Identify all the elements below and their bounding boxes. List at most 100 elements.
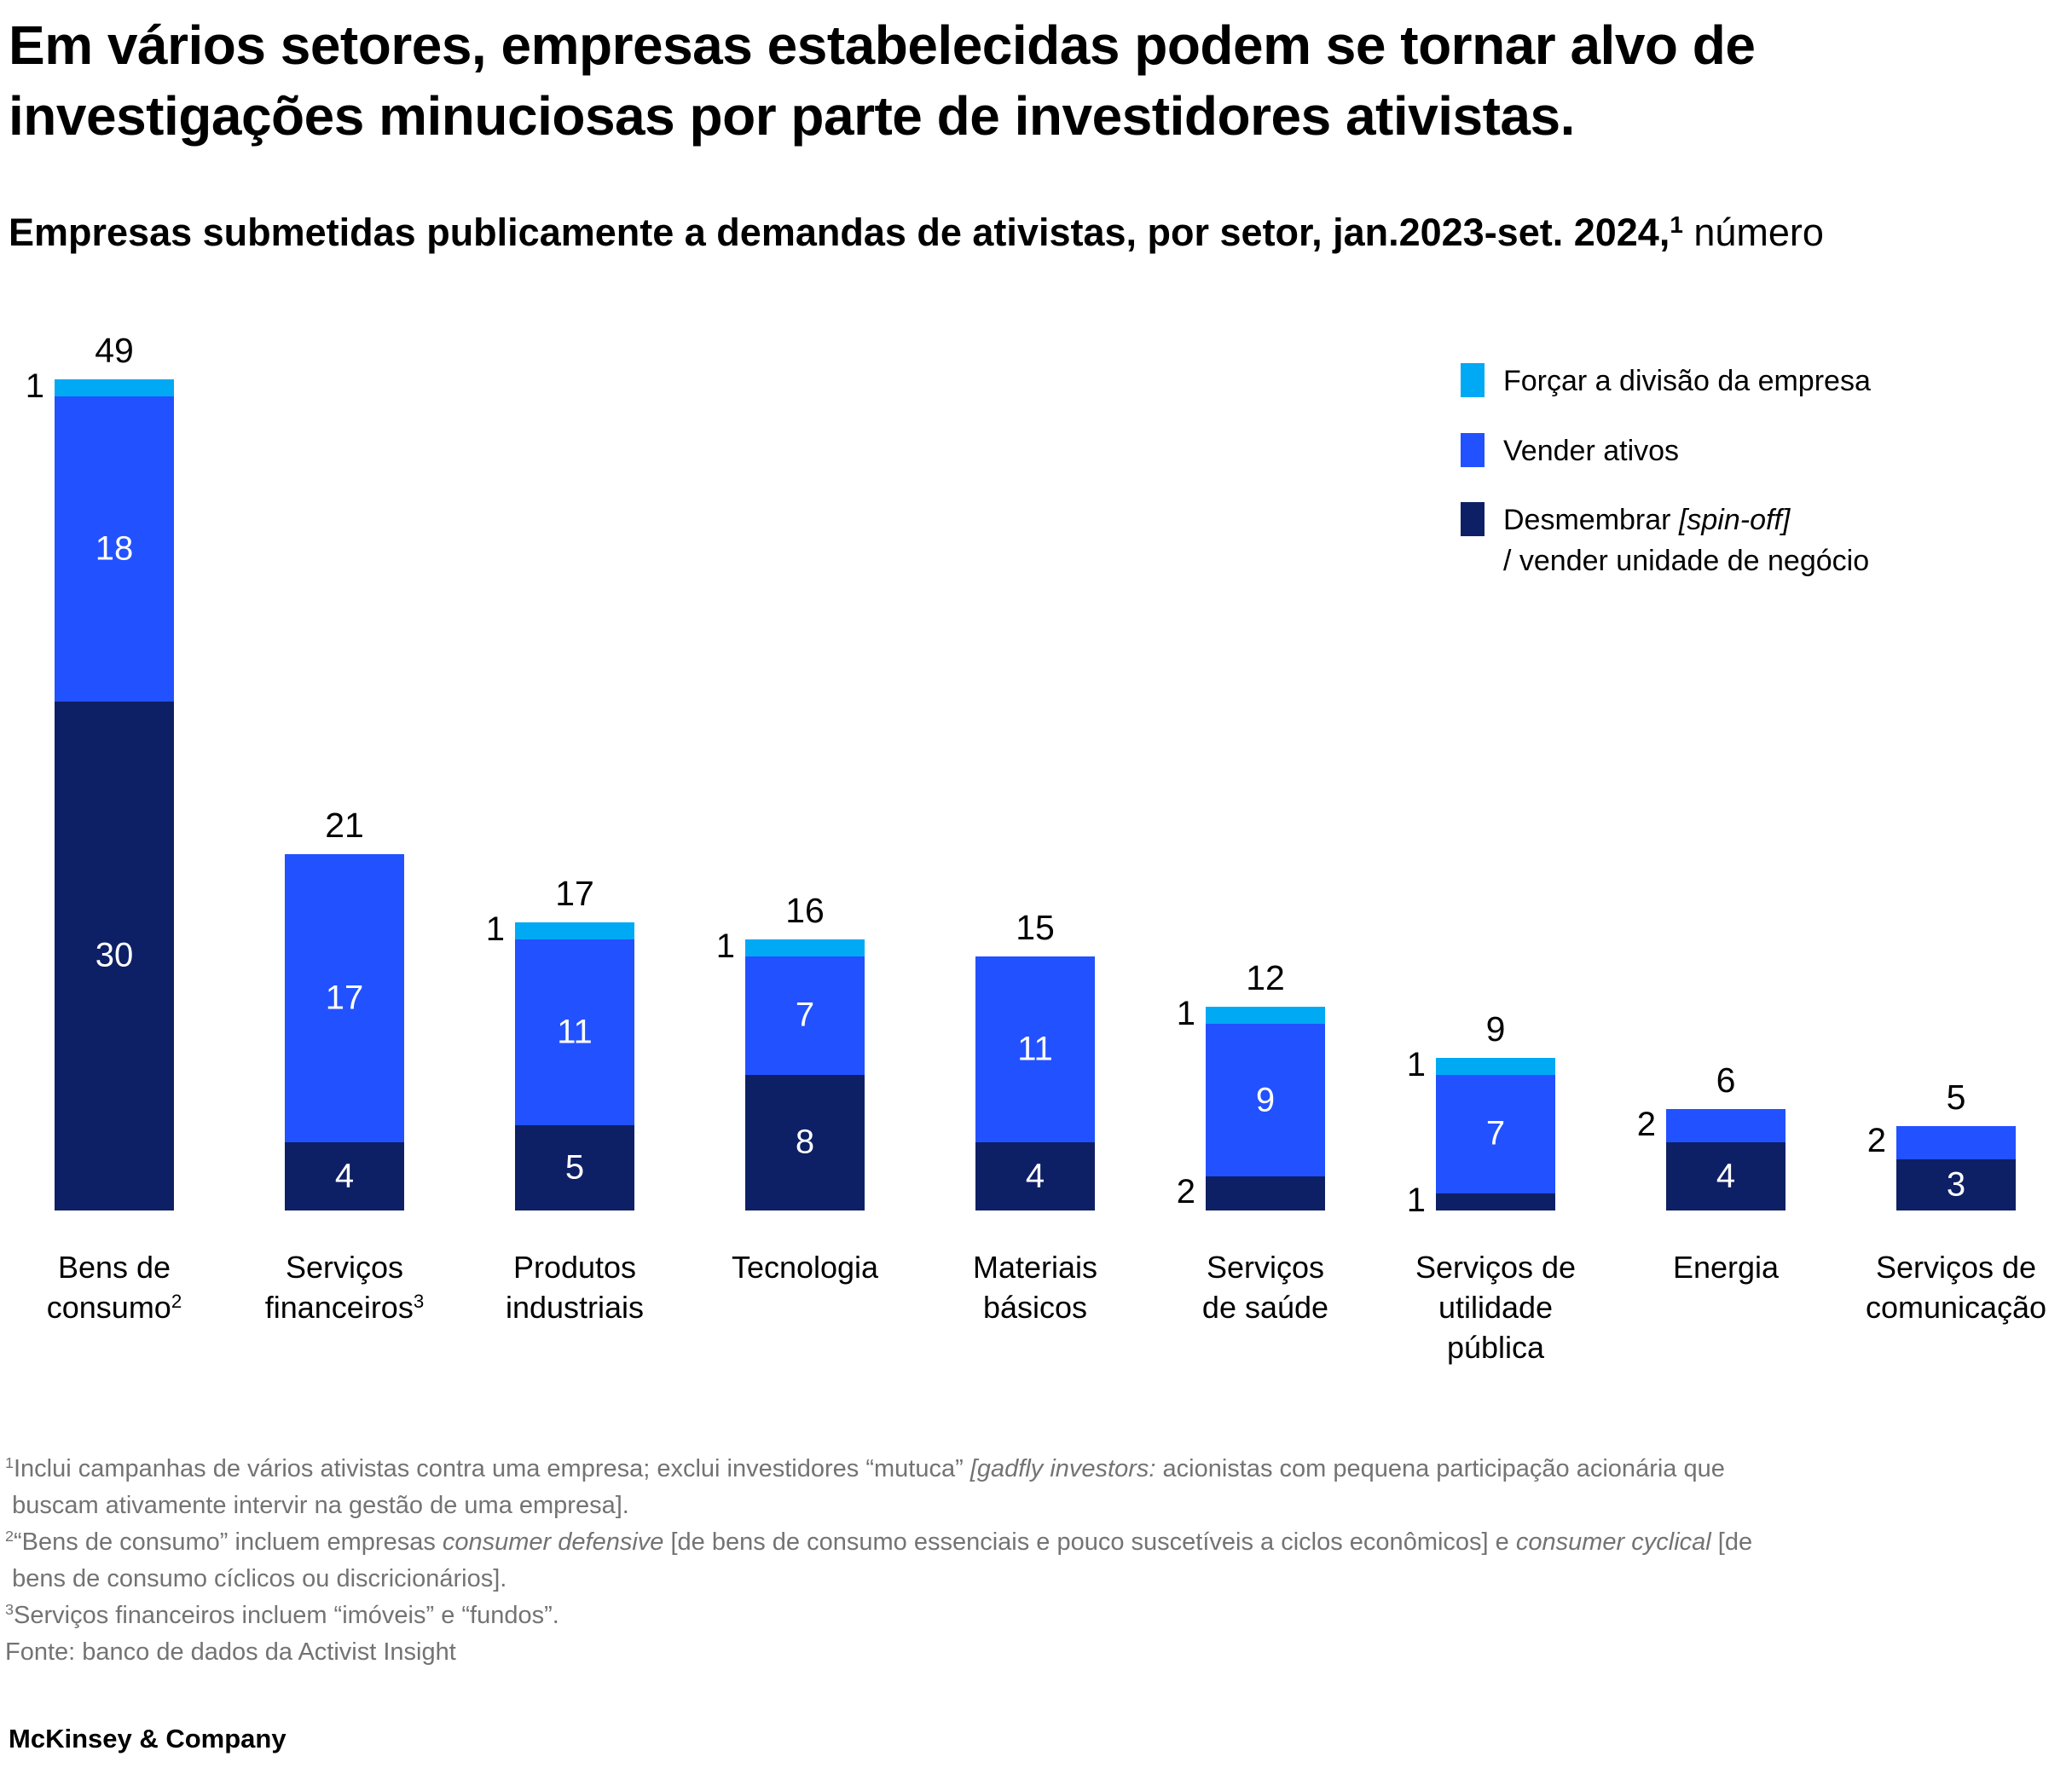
- page-title: Em vários setores, empresas estabelecida…: [9, 10, 1970, 152]
- segment-value-label-outside: 1: [485, 910, 505, 948]
- category-label-bens-de-consumo: Bens de consumo2: [0, 1248, 234, 1328]
- text-run: Fonte: banco de dados da Activist Insigh…: [5, 1638, 456, 1666]
- bar-energia: 4: [1666, 1108, 1786, 1210]
- footnote-line: 3Serviços financeiros incluem “imóveis” …: [5, 1598, 2069, 1634]
- category-label-energia: Energia: [1606, 1248, 1845, 1288]
- segment-value-label: 8: [795, 1123, 815, 1161]
- segment-value-label: 4: [1716, 1157, 1736, 1195]
- bar-servicos-de-saude: 9: [1206, 1007, 1325, 1210]
- legend-item-spinoff: Desmembrar [spin-off] / vender unidade de…: [1461, 500, 1871, 581]
- segment-value-label: 3: [1946, 1165, 1966, 1204]
- text-run: número: [1682, 211, 1824, 254]
- footnote-marker: 2: [171, 1290, 182, 1312]
- brand-logo: McKinsey & Company: [9, 1724, 286, 1754]
- bar-total-label: 9: [1485, 1008, 1506, 1049]
- legend-swatch-sell: [1461, 432, 1485, 467]
- legend-label-line: Desmembrar [spin-off]: [1503, 500, 1869, 541]
- category-label-line: Serviços: [1206, 1250, 1325, 1285]
- footnote-line: bens de consumo cíclicos ou discricionár…: [5, 1561, 2069, 1598]
- bar-segment-sell: 7: [745, 956, 865, 1075]
- bar-segment-split: [55, 378, 174, 396]
- legend-swatch-spinoff: [1461, 502, 1485, 537]
- bar-segment-sell: 7: [1436, 1074, 1555, 1194]
- text-run: 3: [5, 1600, 14, 1618]
- category-label-tecnologia: Tecnologia: [686, 1248, 924, 1288]
- segment-value-label: 30: [95, 936, 134, 974]
- text-run: Vender ativos: [1503, 434, 1680, 467]
- category-label-line: financeiros3: [264, 1289, 425, 1325]
- text-run: consumer cyclical: [1515, 1528, 1711, 1556]
- segment-value-label-outside: 1: [1406, 1045, 1426, 1083]
- bar-segment-sell: [1896, 1125, 2016, 1160]
- bar-servicos-de-comunicacao: 3: [1896, 1125, 2016, 1211]
- category-label-line: básicos: [982, 1289, 1088, 1325]
- bar-segment-split: [1436, 1057, 1555, 1075]
- text-run: / vender unidade de negócio: [1503, 544, 1870, 577]
- category-label-line: Serviços de: [1415, 1250, 1577, 1285]
- text-run: acionistas com pequena participação acio…: [1155, 1455, 1725, 1482]
- text-run: [de bens de consumo essenciais e pouco s…: [663, 1528, 1516, 1556]
- category-label-line: pública: [1446, 1329, 1545, 1365]
- category-label-line: Tecnologia: [731, 1250, 879, 1285]
- segment-value-label-outside: 2: [1867, 1122, 1886, 1160]
- bar-servicos-de-utilidade-publica: 7: [1436, 1057, 1555, 1210]
- bar-segment-split: [1206, 1007, 1325, 1025]
- legend-label-sell: Vender ativos: [1503, 431, 1679, 472]
- chart-plot: 18 30 1 49 17 4 21 11 5 1 17 7 8 1 16 11 4 15 9 1 2 12 7 1 1 9 4 2 6…: [0, 331, 2072, 1219]
- text-run: 2: [5, 1527, 14, 1545]
- text-run: Empresas submetidas publicamente a deman…: [9, 211, 1670, 254]
- category-label-line: Produtos: [512, 1250, 637, 1285]
- chart-subtitle: Empresas submetidas publicamente a deman…: [9, 210, 2068, 256]
- footnotes: 1Inclui campanhas de vários ativistas co…: [5, 1451, 2069, 1670]
- category-label-servicos-de-comunicacao: Serviços de comunicação: [1837, 1248, 2072, 1328]
- text-run: Forçar a divisão da empresa: [1503, 365, 1871, 397]
- bar-total-label: 17: [555, 873, 594, 913]
- bar-total-label: 6: [1716, 1060, 1736, 1100]
- bar-segment-split: [745, 939, 865, 956]
- category-label-servicos-de-utilidade-publica: Serviços de utilidade pública: [1376, 1248, 1615, 1367]
- legend-label-line: / vender unidade de negócio: [1503, 541, 1869, 582]
- legend-label-line: Vender ativos: [1503, 431, 1679, 472]
- bar-total-label: 15: [1016, 907, 1055, 947]
- segment-value-label: 7: [795, 996, 815, 1034]
- text-run: [gadfly investors:: [969, 1455, 1156, 1482]
- bar-segment-split: [515, 922, 634, 939]
- text-run: [spin-off]: [1678, 504, 1791, 537]
- bar-segment-sell: 18: [55, 396, 174, 702]
- bar-total-label: 16: [785, 890, 825, 930]
- segment-value-label-outside: 1: [25, 367, 44, 405]
- segment-value-label-outside: 1: [715, 927, 735, 965]
- segment-value-label: 11: [557, 1013, 593, 1051]
- legend-item-split: Forçar a divisão da empresa: [1461, 361, 1871, 402]
- category-label-line: Energia: [1672, 1250, 1780, 1285]
- category-label-line: de saúde: [1201, 1289, 1329, 1325]
- bar-total-label: 5: [1946, 1077, 1966, 1117]
- segment-value-label: 11: [1017, 1030, 1053, 1068]
- segment-value-label-outside: 1: [1406, 1182, 1426, 1220]
- bar-total-label: 21: [325, 806, 364, 846]
- bar-segment-spinoff: 8: [745, 1074, 865, 1210]
- bar-segment-sell: 17: [285, 854, 404, 1143]
- bar-total-label: 12: [1246, 958, 1285, 998]
- segment-value-label: 5: [564, 1148, 585, 1187]
- category-label-line: Materiais: [972, 1250, 1098, 1285]
- category-label-line: Serviços: [285, 1250, 404, 1285]
- bar-segment-spinoff: [1206, 1176, 1325, 1210]
- footnote-line: 2“Bens de consumo” incluem empresas cons…: [5, 1524, 2069, 1561]
- bar-total-label: 49: [95, 330, 134, 370]
- bar-bens-de-consumo: 18 30: [55, 378, 174, 1210]
- segment-value-label: 18: [95, 529, 134, 568]
- text-run: buscam ativamente intervir na gestão de …: [5, 1491, 629, 1519]
- category-label-line: Serviços de: [1875, 1250, 2037, 1285]
- segment-value-label: 7: [1485, 1114, 1506, 1153]
- text-run: [de: [1710, 1528, 1753, 1556]
- category-label-servicos-de-saude: Serviços de saúde: [1146, 1248, 1385, 1328]
- title-line: Em vários setores, empresas estabelecida…: [9, 14, 1756, 76]
- text-run: 1: [1670, 211, 1683, 238]
- text-run: bens de consumo cíclicos ou discricionár…: [5, 1564, 507, 1592]
- bar-segment-spinoff: 3: [1896, 1159, 2016, 1210]
- legend-label-split: Forçar a divisão da empresa: [1503, 361, 1871, 402]
- bar-segment-sell: 11: [975, 956, 1095, 1143]
- bar-servicos-financeiros: 17 4: [285, 854, 404, 1210]
